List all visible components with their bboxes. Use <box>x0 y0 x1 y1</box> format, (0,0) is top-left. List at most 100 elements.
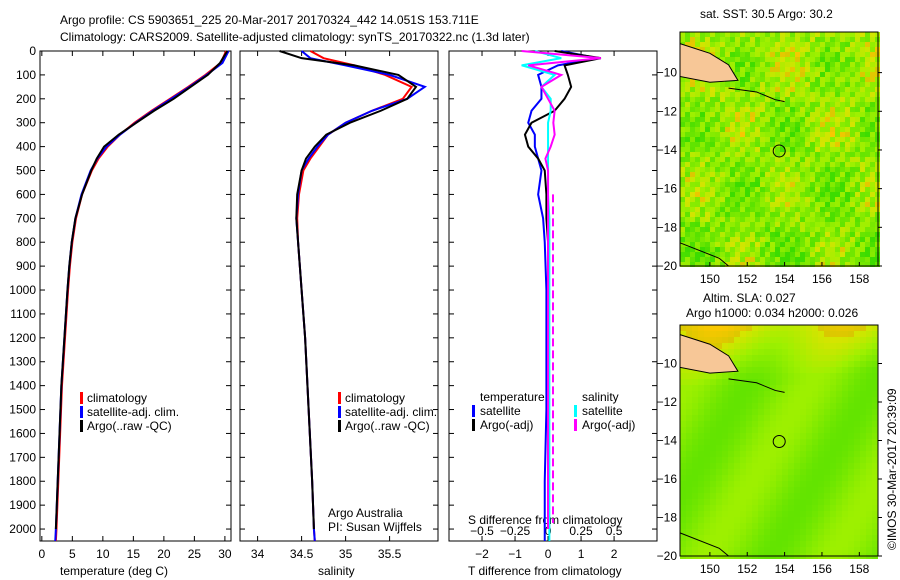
map-cell <box>805 202 810 207</box>
map-cell <box>836 409 842 415</box>
map-cell <box>780 227 785 232</box>
map-cell <box>865 162 870 167</box>
map-cell <box>818 343 824 349</box>
map-cell <box>794 481 800 487</box>
map-cell <box>855 197 860 202</box>
map-cell <box>800 475 806 481</box>
map-cell <box>680 391 686 397</box>
map-cell <box>695 32 700 37</box>
map-cell <box>686 499 692 505</box>
map-cell <box>830 373 836 379</box>
map-cell <box>770 511 776 517</box>
map-cell <box>755 42 760 47</box>
map-cell <box>705 192 710 197</box>
map-cell <box>866 535 872 541</box>
map-cell <box>720 112 725 117</box>
map-cell <box>865 212 870 217</box>
map-cell <box>815 42 820 47</box>
map-cell <box>845 92 850 97</box>
map-cell <box>800 157 805 162</box>
map-cell <box>830 162 835 167</box>
map-cell <box>866 529 872 535</box>
map-cell <box>812 331 818 337</box>
map-cell <box>720 182 725 187</box>
map-cell <box>716 385 722 391</box>
map-cell <box>835 232 840 237</box>
map-cell <box>765 197 770 202</box>
map-cell <box>860 439 866 445</box>
map-cell <box>770 252 775 257</box>
map-cell <box>836 523 842 529</box>
map-cell <box>710 117 715 122</box>
map-cell <box>692 421 698 427</box>
map-cell <box>836 331 842 337</box>
map-cell <box>785 232 790 237</box>
map-cell <box>842 343 848 349</box>
map-cell <box>705 127 710 132</box>
map-cell <box>752 439 758 445</box>
map-cell <box>860 182 865 187</box>
map-cell <box>750 222 755 227</box>
map-cell <box>686 463 692 469</box>
map-cell <box>755 252 760 257</box>
map-cell <box>820 127 825 132</box>
map-cell <box>800 122 805 127</box>
map-cell <box>872 517 878 523</box>
map-cell <box>700 257 705 262</box>
map-cell <box>685 162 690 167</box>
map-cell <box>730 127 735 132</box>
map-cell <box>860 541 866 547</box>
map-cell <box>806 427 812 433</box>
map-cell <box>692 403 698 409</box>
map-cell <box>685 167 690 172</box>
map-cell <box>795 102 800 107</box>
map-cell <box>685 132 690 137</box>
map-cell <box>770 415 776 421</box>
map-cell <box>800 445 806 451</box>
map-cell <box>805 127 810 132</box>
map-cell <box>690 232 695 237</box>
map-cell <box>740 262 745 267</box>
map-cell <box>728 427 734 433</box>
map-cell <box>870 257 875 262</box>
map-cell <box>870 232 875 237</box>
map-cell <box>775 262 780 267</box>
map-cell <box>715 117 720 122</box>
map-cell <box>825 117 830 122</box>
map-cell <box>780 97 785 102</box>
map-cell <box>752 445 758 451</box>
map-cell <box>765 257 770 262</box>
map-cell <box>764 415 770 421</box>
map-cell <box>850 257 855 262</box>
map-cell <box>805 207 810 212</box>
map-cell <box>830 252 835 257</box>
map-cell <box>710 257 715 262</box>
map-cell <box>806 493 812 499</box>
map-cell <box>842 487 848 493</box>
map-cell <box>745 187 750 192</box>
map-cell <box>720 92 725 97</box>
map-cell <box>716 529 722 535</box>
map-cell <box>770 337 776 343</box>
map-cell <box>805 247 810 252</box>
map-cell <box>722 349 728 355</box>
map-cell <box>800 487 806 493</box>
map-cell <box>860 162 865 167</box>
map-cell <box>825 232 830 237</box>
y-tick-label: 1700 <box>9 450 36 464</box>
map-cell <box>788 433 794 439</box>
map-cell <box>686 529 692 535</box>
map-cell <box>845 137 850 142</box>
map-cell <box>720 167 725 172</box>
map-cell <box>800 67 805 72</box>
map-cell <box>710 227 715 232</box>
map-cell <box>692 487 698 493</box>
map-cell <box>690 222 695 227</box>
map-cell <box>746 469 752 475</box>
map-cell <box>690 192 695 197</box>
map-cell <box>830 391 836 397</box>
map-cell <box>815 107 820 112</box>
map-cell <box>790 82 795 87</box>
map-cell <box>752 397 758 403</box>
map-cell <box>735 92 740 97</box>
